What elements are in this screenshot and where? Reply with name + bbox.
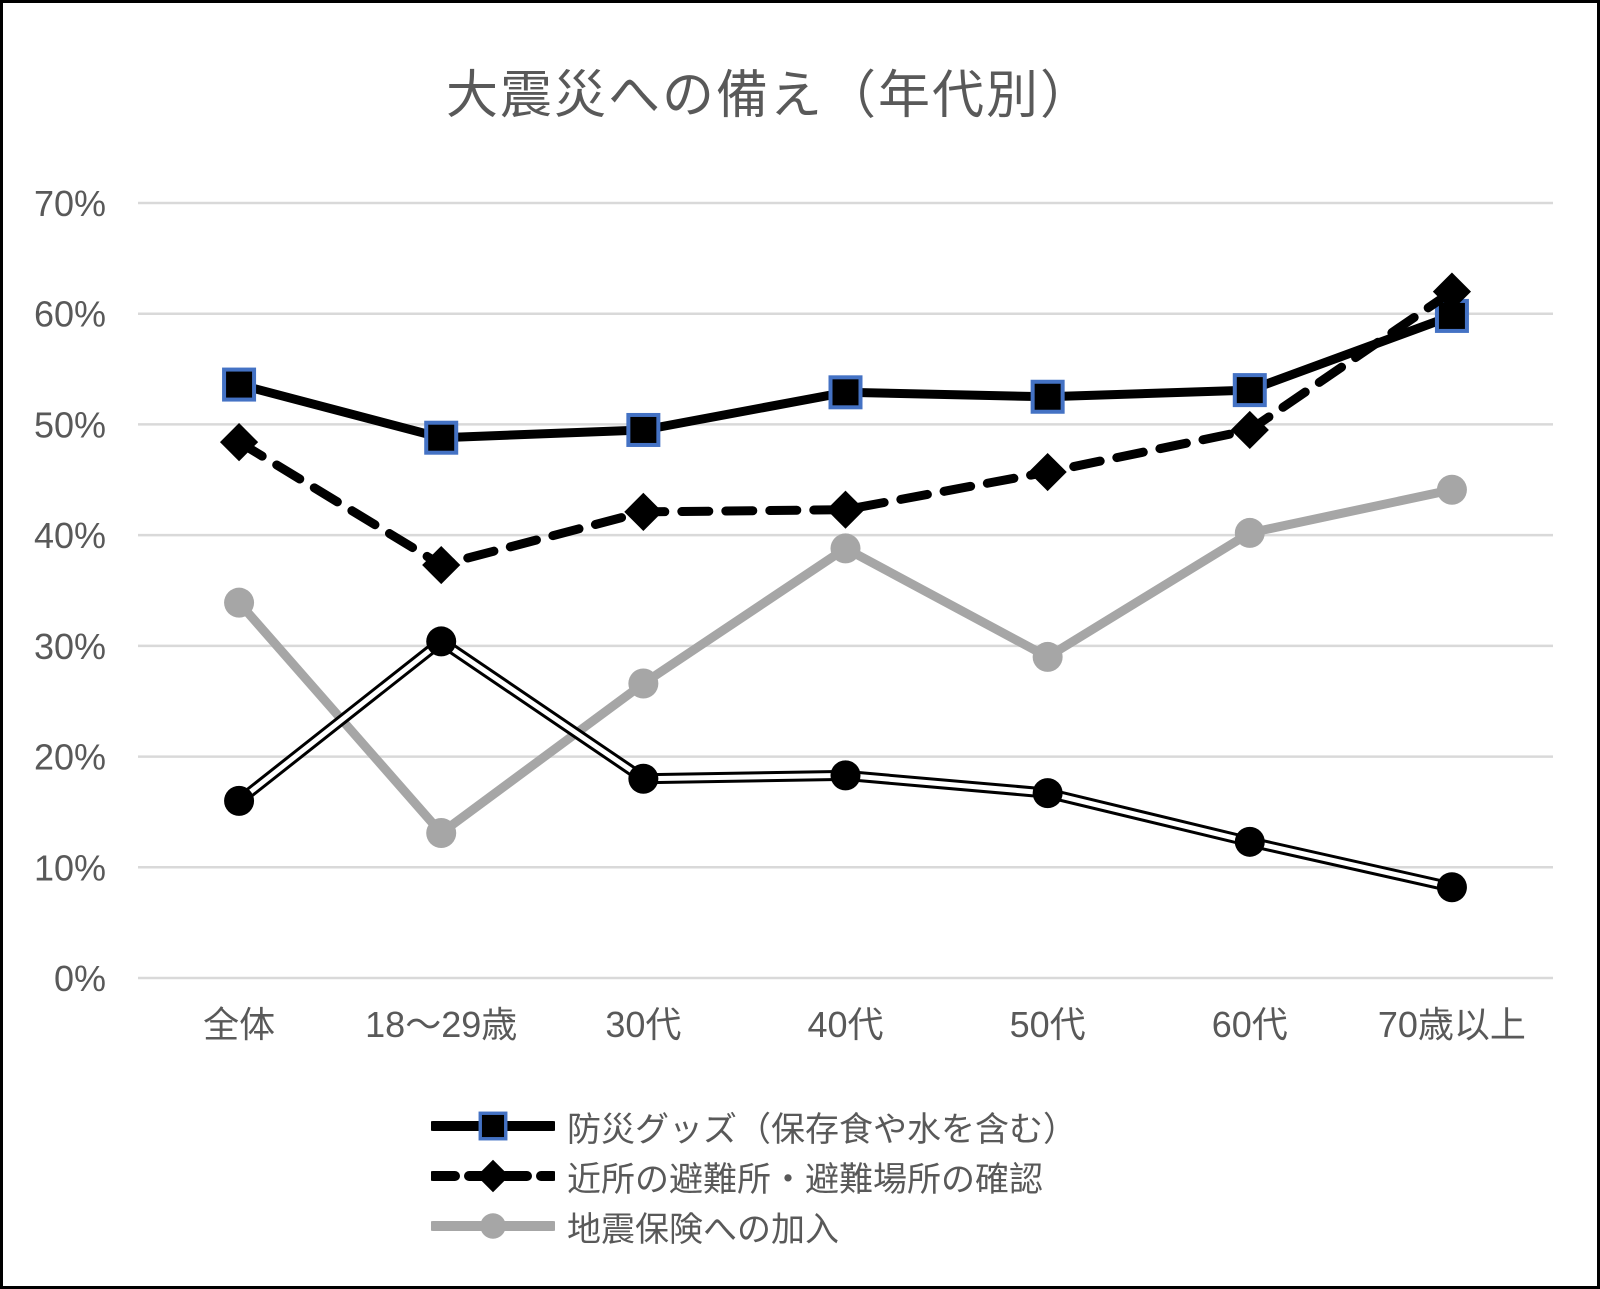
x-axis-category-label: 40代 — [807, 1004, 883, 1045]
y-axis-tick-label: 20% — [34, 737, 106, 778]
data-point-circle-marker — [830, 760, 861, 791]
data-point-circle-marker — [1032, 778, 1063, 809]
data-point-diamond-marker — [219, 423, 259, 462]
x-axis-category-label: 18〜29歳 — [365, 1004, 517, 1045]
x-axis-category-label: 70歳以上 — [1378, 1004, 1526, 1045]
legend-sample-square — [431, 1111, 555, 1141]
legend-row: 地震保険への加入 — [431, 1201, 1077, 1251]
data-point-circle-marker — [1234, 826, 1265, 857]
data-point-diamond-marker — [1230, 410, 1269, 450]
legend-label: 近所の避難所・避難場所の確認 — [567, 1160, 1043, 1199]
data-point-circle-marker — [1234, 517, 1265, 548]
data-point-circle-marker — [830, 533, 861, 564]
y-axis-tick-label: 40% — [34, 515, 106, 556]
data-point-circle-marker — [1436, 474, 1467, 505]
legend-row: 近所の避難所・避難場所の確認 — [431, 1151, 1077, 1201]
x-axis-category-label: 30代 — [605, 1004, 681, 1045]
y-axis-tick-label: 60% — [34, 294, 106, 335]
data-point-diamond-marker — [624, 492, 663, 531]
x-axis-category-label: 全体 — [203, 1004, 275, 1045]
data-point-circle-marker — [224, 587, 255, 618]
legend-sample-diamond — [431, 1159, 555, 1193]
data-point-square-marker — [222, 367, 257, 402]
data-point-circle-marker — [224, 785, 255, 816]
data-point-diamond-marker — [476, 1159, 510, 1193]
legend-row: 防災グッズ（保存食や水を含む） — [431, 1101, 1077, 1151]
y-axis-tick-label: 0% — [54, 958, 106, 999]
y-axis-tick-label: 70% — [34, 183, 106, 224]
data-point-diamond-marker — [1028, 452, 1067, 492]
data-point-circle-marker — [426, 626, 457, 657]
legend-label: 防災グッズ（保存食や水を含む） — [567, 1110, 1077, 1149]
legend: 防災グッズ（保存食や水を含む） 近所の避難所・避難場所の確認 地震保険への加入 — [431, 1101, 1077, 1251]
data-point-square-marker — [828, 375, 863, 410]
data-point-diamond-marker — [826, 490, 865, 529]
data-point-square-marker — [1030, 379, 1065, 414]
data-point-square-marker — [424, 420, 459, 455]
data-point-circle-marker — [426, 817, 457, 848]
y-axis-tick-label: 30% — [34, 626, 106, 667]
y-axis-tick-label: 50% — [34, 404, 106, 445]
data-point-circle-marker — [1032, 641, 1063, 672]
data-point-circle-marker — [628, 668, 659, 699]
x-axis-category-label: 60代 — [1212, 1004, 1288, 1045]
data-point-diamond-marker — [422, 545, 461, 585]
data-point-square-marker — [1232, 373, 1267, 408]
chart-title: 大震災への備え（年代別） — [445, 67, 1094, 125]
data-point-square-marker — [626, 412, 661, 447]
data-point-diamond-marker — [1432, 272, 1472, 311]
legend-sample-circle — [431, 1213, 555, 1239]
legend-label: 地震保険への加入 — [567, 1210, 839, 1249]
data-point-circle-marker — [1436, 872, 1467, 903]
data-point-circle-marker — [628, 763, 659, 794]
y-axis-tick-label: 10% — [34, 847, 106, 888]
data-point-circle-marker — [480, 1213, 506, 1239]
plot-area: 0% 10% 20% 30% 40% 50% 60% 70% 全体 18〜29歳 30代 40代 50代… — [34, 183, 1553, 1045]
x-axis-category-label: 50代 — [1010, 1004, 1086, 1045]
data-point-square-marker — [478, 1111, 508, 1141]
